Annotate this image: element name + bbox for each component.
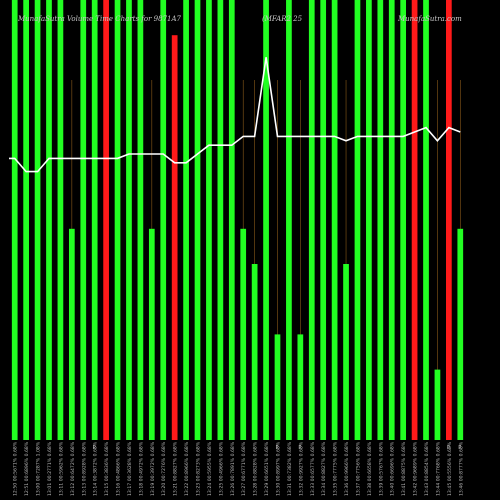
x-tick-label: 13:28 00:8828% 0.68% <box>253 441 259 496</box>
x-tick-label: 13:41 00:8875% 0.68% <box>401 441 407 496</box>
buy-volume-bar <box>34 0 41 440</box>
x-tick-label: 13:16 00:4866% 0.68% <box>116 441 122 496</box>
x-tick-label: 13:35 00:7775% 0.68% <box>333 441 339 496</box>
x-tick-label: 13:19 00:3972% 0.68% <box>150 441 156 496</box>
x-tick-label: 13:15 00:3836% 0.68% <box>104 441 110 496</box>
x-tick-label: 13:14 00:3872% 0.68% <box>93 441 99 496</box>
sell-volume-bar <box>446 0 452 440</box>
buy-volume-bar <box>228 0 235 440</box>
x-tick-label: 12:51 00:6896% 0.68% <box>24 441 30 496</box>
buy-volume-bar <box>206 0 212 440</box>
x-tick-label: 13:37 00:7756% 0.68% <box>355 441 361 496</box>
buy-volume-bar <box>23 0 29 440</box>
buy-volume-bar <box>308 0 315 440</box>
x-tick-label: 13:24 00:5955% 0.68% <box>207 441 213 496</box>
x-tick-label: 13:44 00:7768% 0.68% <box>435 441 441 496</box>
buy-volume-bar <box>114 0 121 440</box>
buy-volume-bar <box>148 228 155 440</box>
x-tick-label: 13:25 00:4966% 0.68% <box>218 441 224 496</box>
buy-volume-bar <box>457 228 464 440</box>
buy-volume-bar <box>400 0 407 440</box>
bar-marker-label: P <box>458 445 461 451</box>
buy-volume-bar <box>388 0 395 440</box>
x-tick-label: 13:43 00:8854% 0.68% <box>424 441 430 496</box>
bar-marker-label: P <box>93 445 96 451</box>
sell-volume-bar <box>171 35 178 440</box>
x-tick-labels: 12:50 00:5671% 0.68% 12:51 00:6896% 0.68%… <box>13 441 465 496</box>
buy-volume-bar <box>366 0 372 440</box>
x-tick-label: 13:00 00:7287% 1.08% <box>36 441 42 496</box>
x-tick-label: 13:33 00:6577% 0.68% <box>310 441 316 496</box>
x-tick-label: 13:36 00:9966% 0.68% <box>344 441 350 496</box>
buy-volume-bar <box>423 0 429 440</box>
buy-volume-bar <box>46 0 52 440</box>
x-tick-label: 13:20 00:7276% 0.68% <box>161 441 167 496</box>
buy-volume-bar <box>57 0 64 440</box>
buy-volume-bar <box>320 0 327 440</box>
x-tick-label: 13:29 00:6651% 0.68% <box>264 441 270 496</box>
x-tick-label: 13:32 00:9927% 0.68% <box>298 441 304 496</box>
buy-volume-bar <box>251 264 258 440</box>
buy-volume-bar <box>80 0 87 440</box>
buy-volume-bar <box>68 228 75 440</box>
bar-marker-label: P <box>275 445 278 451</box>
x-tick-label: 13:27 00:6771% 0.68% <box>241 441 247 496</box>
x-tick-label: 13:34 00:8827% 0.68% <box>321 441 327 496</box>
x-tick-label: 13:11 00:5962% 0.68% <box>58 441 64 496</box>
bar-marker-label: P <box>298 445 301 451</box>
buy-volume-bar <box>183 0 189 440</box>
x-tick-label: 13:26 00:7891% 0.68% <box>230 441 236 496</box>
x-tick-label: 13:12 00:6472% 0.68% <box>70 441 76 496</box>
buy-volume-bar <box>343 264 349 440</box>
x-tick-label: 13:17 00:3628% 0.68% <box>127 441 133 496</box>
x-tick-label: 13:23 00:8273% 0.68% <box>196 441 202 496</box>
x-tick-label: 13:30 00:8997% 0.68% <box>275 441 281 496</box>
bar-marker-label: P <box>447 445 450 451</box>
buy-volume-bar <box>286 0 292 440</box>
sell-volume-bar <box>411 0 418 440</box>
chart-title: MunafaSutra Volume Time Charts for 9871A… <box>18 15 181 23</box>
buy-volume-bar <box>377 0 384 440</box>
x-tick-label: 13:18 00:4972% 0.68% <box>138 441 144 496</box>
buy-volume-bar <box>434 369 441 440</box>
x-tick-label: 13:31 00:7382% 0.68% <box>287 441 293 496</box>
x-tick-label: 13:40 00:6696% 0.68% <box>390 441 396 496</box>
site-credit: MunafaSutra.com <box>398 15 462 23</box>
x-tick-label: 13:38 00:6658% 0.68% <box>367 441 373 496</box>
x-tick-label: 13:13 00:8928% 0.68% <box>81 441 87 496</box>
buy-volume-bar <box>263 0 269 440</box>
buy-volume-bar <box>194 0 201 440</box>
x-tick-label: 13:01 00:2771% 0.68% <box>47 441 53 496</box>
buy-volume-bar <box>160 0 167 440</box>
buy-volume-bar <box>91 0 98 440</box>
x-tick-label: 13:46 00:8777% 0.68% <box>458 441 464 496</box>
buy-volume-bar <box>274 334 281 440</box>
buy-volume-bar <box>331 0 338 440</box>
chart-subtitle: (MFAR2 25 <box>262 15 303 23</box>
x-tick-label: 12:50 00:5671% 0.68% <box>13 441 19 496</box>
buy-volume-bar <box>297 334 304 440</box>
sell-volume-bar <box>103 0 109 440</box>
buy-volume-bar <box>126 0 132 440</box>
bar-layer <box>11 0 464 440</box>
price-line <box>9 57 461 173</box>
buy-volume-bar <box>11 0 18 440</box>
x-tick-label: 13:22 00:8966% 0.68% <box>184 441 190 496</box>
buy-volume-bar <box>240 228 247 440</box>
x-tick-label: 13:42 00:9689% 0.68% <box>413 441 419 496</box>
x-tick-label: 13:45 00:5556% 0.68% <box>447 441 453 496</box>
x-tick-label: 13:39 00:5767% 0.68% <box>378 441 384 496</box>
buy-volume-bar <box>354 0 361 440</box>
x-tick-label: 13:21 00:8827% 0.68% <box>173 441 179 496</box>
buy-volume-bar <box>217 0 224 440</box>
buy-volume-bar <box>137 0 144 440</box>
